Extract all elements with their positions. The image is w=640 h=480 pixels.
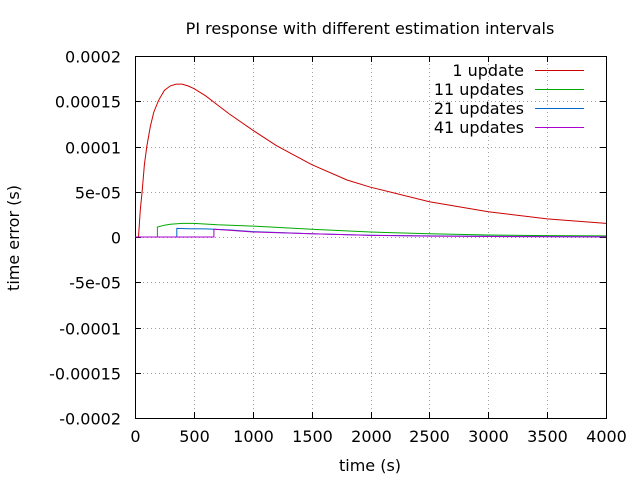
y-tick-label: 0.00015 bbox=[55, 93, 121, 112]
x-tick-label: 2000 bbox=[351, 427, 392, 446]
series-line-11-updates bbox=[135, 222, 607, 238]
legend-label: 41 updates bbox=[434, 118, 524, 137]
axis-ticks bbox=[135, 56, 607, 419]
y-tick-label: 5e-05 bbox=[75, 184, 121, 203]
tick-labels: 0 500 1000 1500 2000 2500 3000 3500 4000 -0.0002 -… bbox=[49, 48, 627, 447]
y-tick-label: 0 bbox=[111, 229, 121, 248]
x-axis-label: time (s) bbox=[339, 456, 401, 475]
y-tick-label: -0.0001 bbox=[59, 320, 121, 339]
y-tick-label: -0.0002 bbox=[59, 410, 121, 429]
chart-title: PI response with different estimation in… bbox=[186, 19, 555, 38]
x-tick-label: 3500 bbox=[527, 427, 568, 446]
x-tick-label: 1500 bbox=[292, 427, 333, 446]
x-tick-label: 4000 bbox=[586, 427, 627, 446]
y-tick-label: -5e-05 bbox=[69, 274, 121, 293]
x-tick-label: 1000 bbox=[233, 427, 274, 446]
x-tick-label: 3000 bbox=[468, 427, 509, 446]
x-tick-label: 0 bbox=[130, 427, 140, 446]
legend-label: 1 update bbox=[452, 61, 524, 80]
series-lines bbox=[135, 83, 607, 238]
x-tick-label: 500 bbox=[179, 427, 210, 446]
legend-label: 11 updates bbox=[434, 80, 524, 99]
legend-label: 21 updates bbox=[434, 99, 524, 118]
y-tick-label: 0.0001 bbox=[65, 139, 121, 158]
series-line-1-update bbox=[135, 83, 607, 238]
y-axis-label: time error (s) bbox=[4, 185, 23, 291]
series-line-41-updates bbox=[135, 228, 607, 238]
y-tick-label: -0.00015 bbox=[49, 365, 121, 384]
y-tick-label: 0.0002 bbox=[65, 48, 121, 67]
x-tick-label: 2500 bbox=[409, 427, 450, 446]
